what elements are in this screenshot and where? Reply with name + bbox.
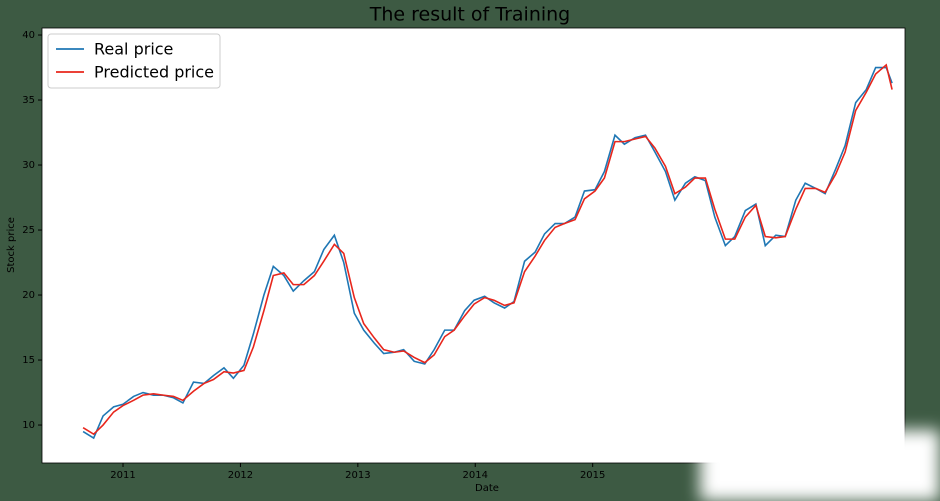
y-axis-label: Stock price [6, 217, 17, 273]
legend-label: Real price [94, 40, 173, 59]
x-tick-label: 2014 [463, 470, 488, 481]
plot: 10 15 20 25 30 35 40 2011 2012 2013 2014 2015 [22, 30, 893, 481]
y-tick-label: 25 [22, 225, 35, 236]
chart-title: The result of Training [369, 4, 571, 26]
line-series [82, 63, 893, 436]
y-tick-label: 15 [22, 355, 35, 366]
legend: Real price Predicted price [47, 33, 221, 89]
y-tick-label: 40 [22, 30, 35, 41]
y-tick-label: 10 [22, 420, 35, 431]
x-tick-label: 2013 [345, 470, 370, 481]
x-tick-label: 2011 [110, 470, 135, 481]
y-tick-label: 35 [22, 95, 35, 106]
x-tick-label: 2012 [228, 470, 253, 481]
y-tick-label: 30 [22, 160, 35, 171]
watermark-blur [700, 430, 940, 501]
x-tick-label: 2015 [580, 470, 605, 481]
legend-label: Predicted price [94, 63, 214, 82]
legend-frame [47, 33, 221, 89]
x-axis-label: Date [475, 483, 499, 494]
y-tick-label: 20 [22, 290, 35, 301]
plot-area [41, 27, 906, 464]
